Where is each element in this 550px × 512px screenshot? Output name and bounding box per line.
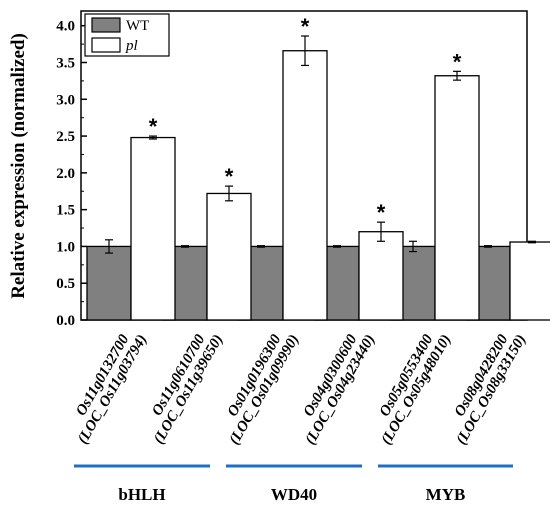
- group-label: WD40: [271, 485, 317, 504]
- group-markers: bHLH WD40 MYB: [74, 464, 513, 504]
- y-tick-label: 3.0: [56, 92, 75, 108]
- significance-star: *: [377, 200, 386, 225]
- significance-marks: * * * * *: [149, 14, 462, 225]
- y-tick-label: 2.5: [56, 129, 75, 145]
- bars: [86, 50, 550, 321]
- y-tick-label: 1.0: [56, 239, 75, 255]
- legend: WT pl: [84, 13, 170, 57]
- bar-pl-0: [130, 136, 176, 321]
- group-label: bHLH: [118, 485, 165, 504]
- legend-swatch-WT: [91, 17, 121, 33]
- bar-WT-0: [86, 245, 132, 321]
- significance-star: *: [301, 14, 310, 39]
- y-tick-label: 0.5: [56, 276, 75, 292]
- y-tick-label: 2.0: [56, 166, 75, 182]
- y-axis-title: Relative expression (normalized): [8, 33, 29, 299]
- legend-label-WT: WT: [126, 18, 149, 34]
- error-bars: [105, 35, 536, 254]
- bar-pl-3: [358, 231, 404, 321]
- x-tick-labels: Os11g0132700(LOC_Os11g03794)Os11g0610700…: [73, 332, 529, 448]
- group-label: MYB: [426, 485, 466, 504]
- significance-star: *: [149, 114, 158, 139]
- significance-star: *: [453, 49, 462, 74]
- bar-pl-5: [509, 241, 550, 321]
- bar-pl-2: [282, 50, 328, 321]
- y-axis: 0.0 0.5 1.0 1.5 2.0 2.5 3.0 3.5 4.0: [56, 19, 87, 329]
- y-tick-label: 3.5: [56, 56, 75, 72]
- y-tick-label: 1.5: [56, 203, 75, 219]
- y-tick-label: 4.0: [56, 19, 75, 35]
- bar-pl-4: [434, 75, 480, 321]
- legend-swatch-pl: [91, 37, 121, 53]
- legend-label-pl: pl: [125, 38, 138, 54]
- y-tick-label: 0.0: [56, 313, 75, 329]
- significance-star: *: [225, 164, 234, 189]
- bar-pl-1: [206, 192, 252, 321]
